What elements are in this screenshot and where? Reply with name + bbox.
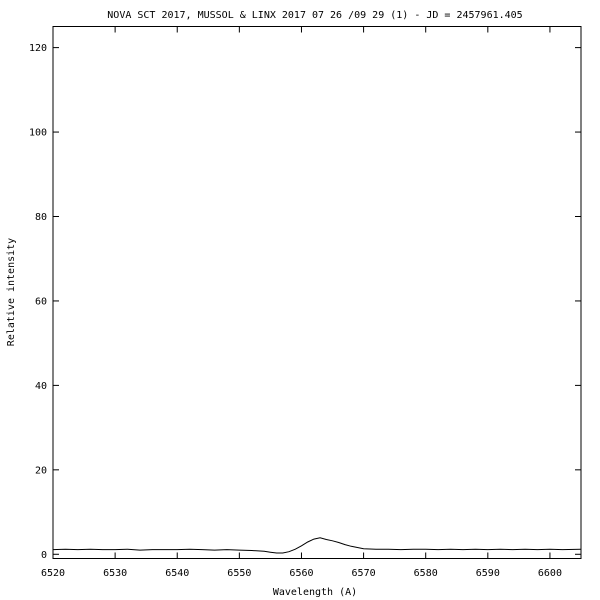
spectrum-line (52, 537, 582, 554)
x-tick-label: 6590 (476, 568, 500, 579)
y-tick-label: 0 (41, 550, 47, 561)
y-tick-label: 40 (35, 381, 47, 392)
y-axis: 0 20 40 60 80 100 120 (29, 43, 581, 561)
y-tick-label: 100 (29, 128, 47, 139)
y-axis-label: Relative intensity (6, 238, 17, 346)
x-axis-label: Wavelength (A) (273, 587, 357, 598)
x-tick-label: 6550 (227, 568, 251, 579)
y-tick-label: 80 (35, 212, 47, 223)
x-tick-label: 6520 (41, 568, 65, 579)
x-tick-label: 6600 (538, 568, 562, 579)
x-axis: 6520 6530 6540 6550 6560 6570 6580 6590 6600 (41, 26, 562, 579)
y-tick-label: 20 (35, 465, 47, 476)
x-tick-label: 6580 (414, 568, 438, 579)
chart-title: NOVA SCT 2017, MUSSOL & LINX 2017 07 26 … (107, 10, 522, 21)
y-tick-label: 120 (29, 43, 47, 54)
x-tick-label: 6530 (103, 568, 127, 579)
y-tick-label: 60 (35, 296, 47, 307)
x-tick-label: 6540 (165, 568, 189, 579)
x-tick-label: 6560 (289, 568, 313, 579)
x-tick-label: 6570 (352, 568, 376, 579)
plot-frame (52, 26, 582, 559)
